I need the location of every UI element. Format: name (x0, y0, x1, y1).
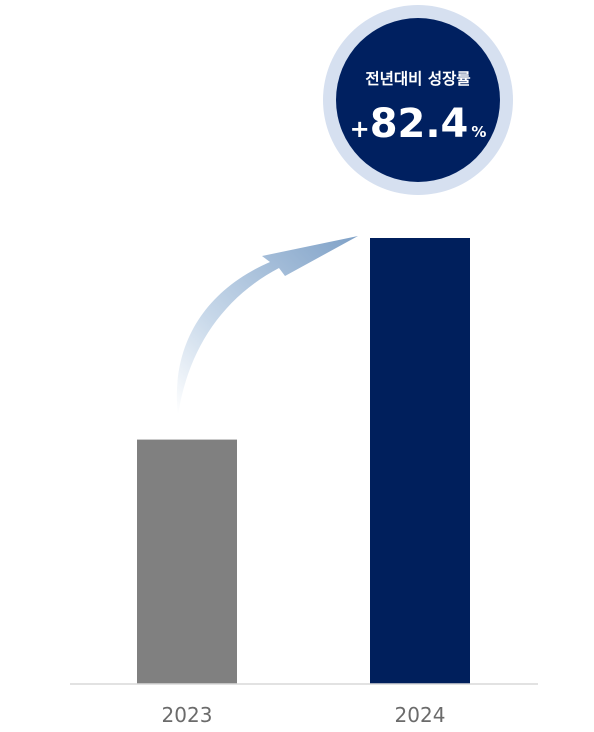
badge-sign: + (350, 115, 370, 143)
badge-value-line: +82.4% (350, 101, 487, 147)
bar-series (137, 238, 470, 684)
bar-2024 (370, 238, 470, 684)
badge-caption: 전년대비 성장률 (365, 69, 470, 88)
x-tick-label-2023: 2023 (162, 703, 213, 727)
badge-value: 82.4 (370, 101, 469, 147)
x-tick-label-2024: 2024 (395, 703, 446, 727)
growth-curved-arrow-icon (176, 236, 358, 415)
badge-circle (336, 18, 500, 182)
growth-rate-badge: 전년대비 성장률 +82.4% (323, 5, 513, 195)
x-axis-tick-labels: 2023 2024 (162, 703, 446, 727)
badge-unit: % (471, 123, 486, 141)
bar-2023 (137, 439, 237, 684)
